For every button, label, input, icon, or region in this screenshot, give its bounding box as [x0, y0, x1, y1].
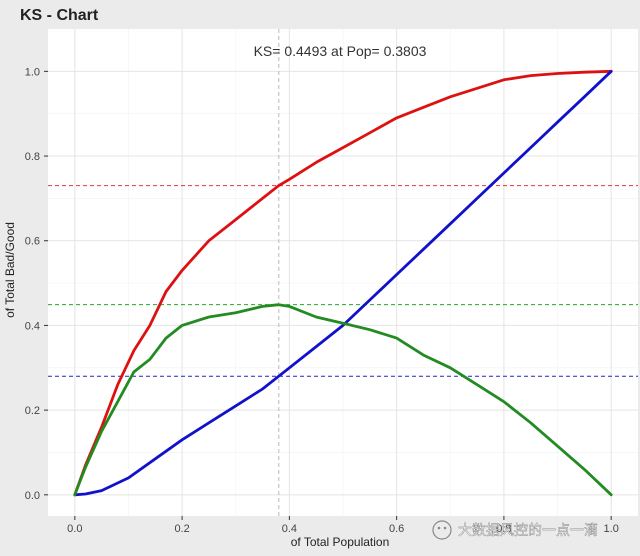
series-lines — [73, 69, 613, 497]
x-tick-label: 1.0 — [604, 523, 619, 535]
x-tick-label: 0.4 — [282, 523, 297, 535]
x-tick-label: 0.8 — [496, 523, 511, 535]
wechat-icon — [432, 520, 452, 540]
watermark: 大数据风控的一点一滴 — [432, 520, 598, 540]
ks-annotation: KS= 0.4493 at Pop= 0.3803 — [254, 43, 427, 59]
x-tick-label: 0.6 — [389, 523, 404, 535]
y-axis-label: of Total Bad/Good — [3, 222, 17, 318]
series-line-1 — [73, 69, 613, 497]
series-line-2 — [73, 303, 613, 497]
reference-lines — [48, 29, 638, 516]
series-line-0 — [73, 69, 613, 497]
y-tick-label: 0.0 — [25, 490, 40, 502]
watermark-text: 大数据风控的一点一滴 — [458, 522, 598, 539]
x-tick-label: 0.2 — [174, 523, 189, 535]
y-tick-label: 0.6 — [25, 236, 40, 248]
grid — [48, 29, 638, 516]
x-tick-label: 0.0 — [67, 523, 82, 535]
y-tick-label: 1.0 — [25, 66, 40, 78]
y-tick-label: 0.4 — [25, 320, 40, 332]
y-tick-label: 0.8 — [25, 151, 40, 163]
axes: 0.0 0.2 0.4 0.6 0.8 1.0 0.0 0.2 0.4 0.6 0.8 1.0 — [25, 66, 619, 535]
chart-title: KS - Chart — [20, 7, 99, 24]
y-tick-label: 0.2 — [25, 405, 40, 417]
x-axis-label: of Total Population — [291, 535, 390, 549]
